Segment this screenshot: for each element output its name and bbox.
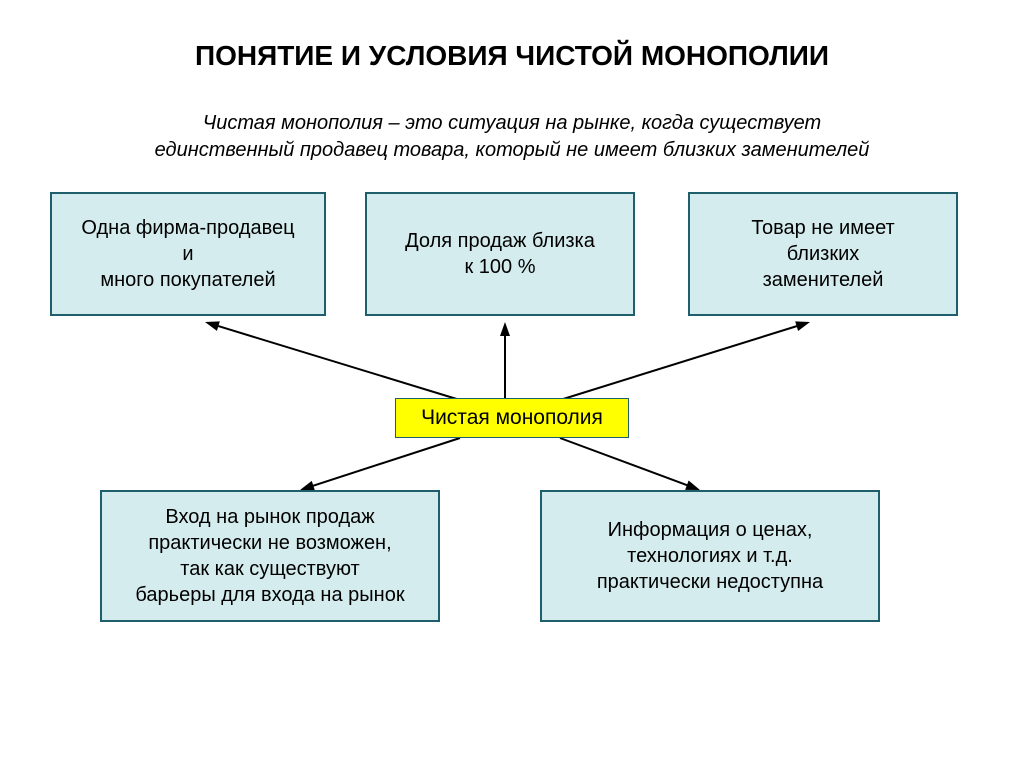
node-n4: Вход на рынок продажпрактически не возмо… bbox=[100, 490, 440, 622]
node-n3-label: Товар не имеетблизкихзаменителей bbox=[690, 215, 956, 293]
diagram-subtitle: Чистая монополия – это ситуация на рынке… bbox=[0, 110, 1024, 164]
arrow bbox=[500, 322, 510, 398]
node-n4-label: Вход на рынок продажпрактически не возмо… bbox=[102, 504, 438, 608]
node-n5: Информация о ценах,технологиях и т.д.пра… bbox=[540, 490, 880, 622]
center-node-label: Чистая монополия bbox=[396, 404, 628, 431]
node-n5-label: Информация о ценах,технологиях и т.д.пра… bbox=[542, 517, 878, 595]
node-n1: Одна фирма-продавецимного покупателей bbox=[50, 192, 326, 316]
diagram-canvas: ПОНЯТИЕ И УСЛОВИЯ ЧИСТОЙ МОНОПОЛИИ Чиста… bbox=[0, 0, 1024, 768]
arrow bbox=[560, 438, 700, 490]
arrow bbox=[300, 438, 460, 490]
node-n1-label: Одна фирма-продавецимного покупателей bbox=[52, 215, 324, 293]
arrow bbox=[205, 321, 460, 400]
node-n3: Товар не имеетблизкихзаменителей bbox=[688, 192, 958, 316]
diagram-title: ПОНЯТИЕ И УСЛОВИЯ ЧИСТОЙ МОНОПОЛИИ bbox=[0, 40, 1024, 72]
node-n2-label: Доля продаж близкак 100 % bbox=[367, 228, 633, 280]
node-n2: Доля продаж близкак 100 % bbox=[365, 192, 635, 316]
arrow bbox=[560, 321, 810, 400]
center-node: Чистая монополия bbox=[395, 398, 629, 438]
